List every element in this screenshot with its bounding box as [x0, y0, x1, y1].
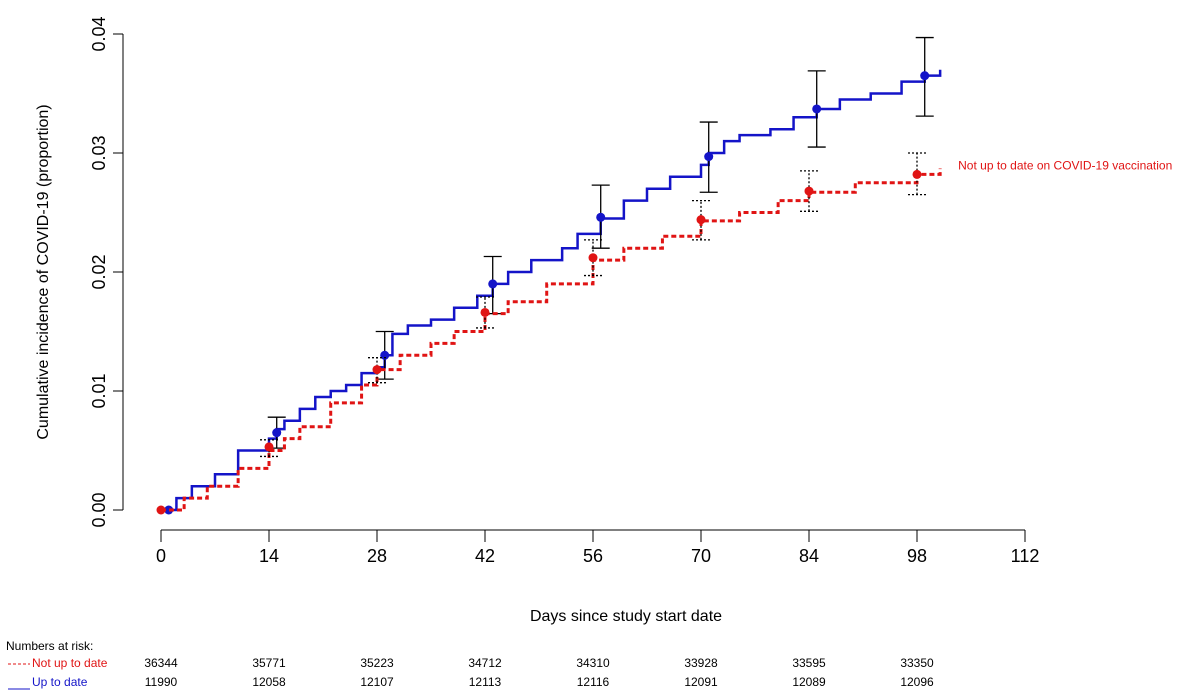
x-tick-label: 28 — [367, 546, 387, 566]
x-axis-label: Days since study start date — [530, 608, 722, 625]
x-tick-label: 70 — [691, 546, 711, 566]
risk-title: Numbers at risk: — [6, 639, 93, 653]
risk-value: 33350 — [900, 656, 934, 670]
point — [272, 428, 282, 438]
point — [156, 505, 166, 515]
point — [704, 152, 714, 162]
point — [596, 212, 606, 222]
x-tick-label: 112 — [1011, 546, 1040, 566]
risk-value: 33928 — [684, 656, 718, 670]
x-tick-label: 98 — [907, 546, 927, 566]
x-tick-label: 84 — [799, 546, 819, 566]
x-tick-label: 42 — [475, 546, 495, 566]
point — [804, 186, 814, 196]
risk-value: 12089 — [792, 675, 826, 689]
risk-value: 36344 — [144, 656, 178, 670]
series-label: Not up to date on COVID-19 vaccination — [958, 159, 1172, 173]
point — [164, 505, 174, 515]
y-tick-label: 0.04 — [89, 16, 109, 51]
x-tick-label: 56 — [583, 546, 603, 566]
risk-row-label: Not up to date — [32, 656, 108, 670]
y-axis-label: Cumulative incidence of COVID-19 (propor… — [35, 104, 52, 439]
y-tick-label: 0.03 — [89, 135, 109, 170]
point — [588, 253, 598, 263]
x-tick-label: 0 — [156, 546, 166, 566]
risk-value: 12116 — [577, 675, 610, 689]
point — [372, 365, 382, 375]
risk-value: 33595 — [792, 656, 826, 670]
y-tick-label: 0.01 — [89, 373, 109, 408]
risk-value: 12107 — [360, 675, 394, 689]
y-tick-label: 0.02 — [89, 254, 109, 289]
point — [480, 307, 490, 317]
risk-value: 12113 — [469, 675, 502, 689]
point — [380, 350, 390, 360]
risk-value: 11990 — [145, 675, 178, 689]
point — [264, 442, 274, 452]
y-tick-label: 0.00 — [89, 492, 109, 527]
x-tick-label: 14 — [259, 546, 279, 566]
risk-value: 35771 — [252, 656, 286, 670]
risk-value: 12058 — [252, 675, 286, 689]
risk-value: 34712 — [468, 656, 502, 670]
risk-value: 12096 — [900, 675, 934, 689]
step-line — [168, 69, 942, 512]
point — [696, 215, 706, 225]
risk-value: 35223 — [360, 656, 394, 670]
point — [912, 169, 922, 179]
point — [812, 104, 822, 114]
point — [920, 71, 930, 81]
risk-row-label: Up to date — [32, 675, 88, 689]
step-line — [161, 168, 942, 512]
risk-value: 12091 — [684, 675, 718, 689]
risk-value: 34310 — [576, 656, 610, 670]
point — [488, 279, 498, 289]
